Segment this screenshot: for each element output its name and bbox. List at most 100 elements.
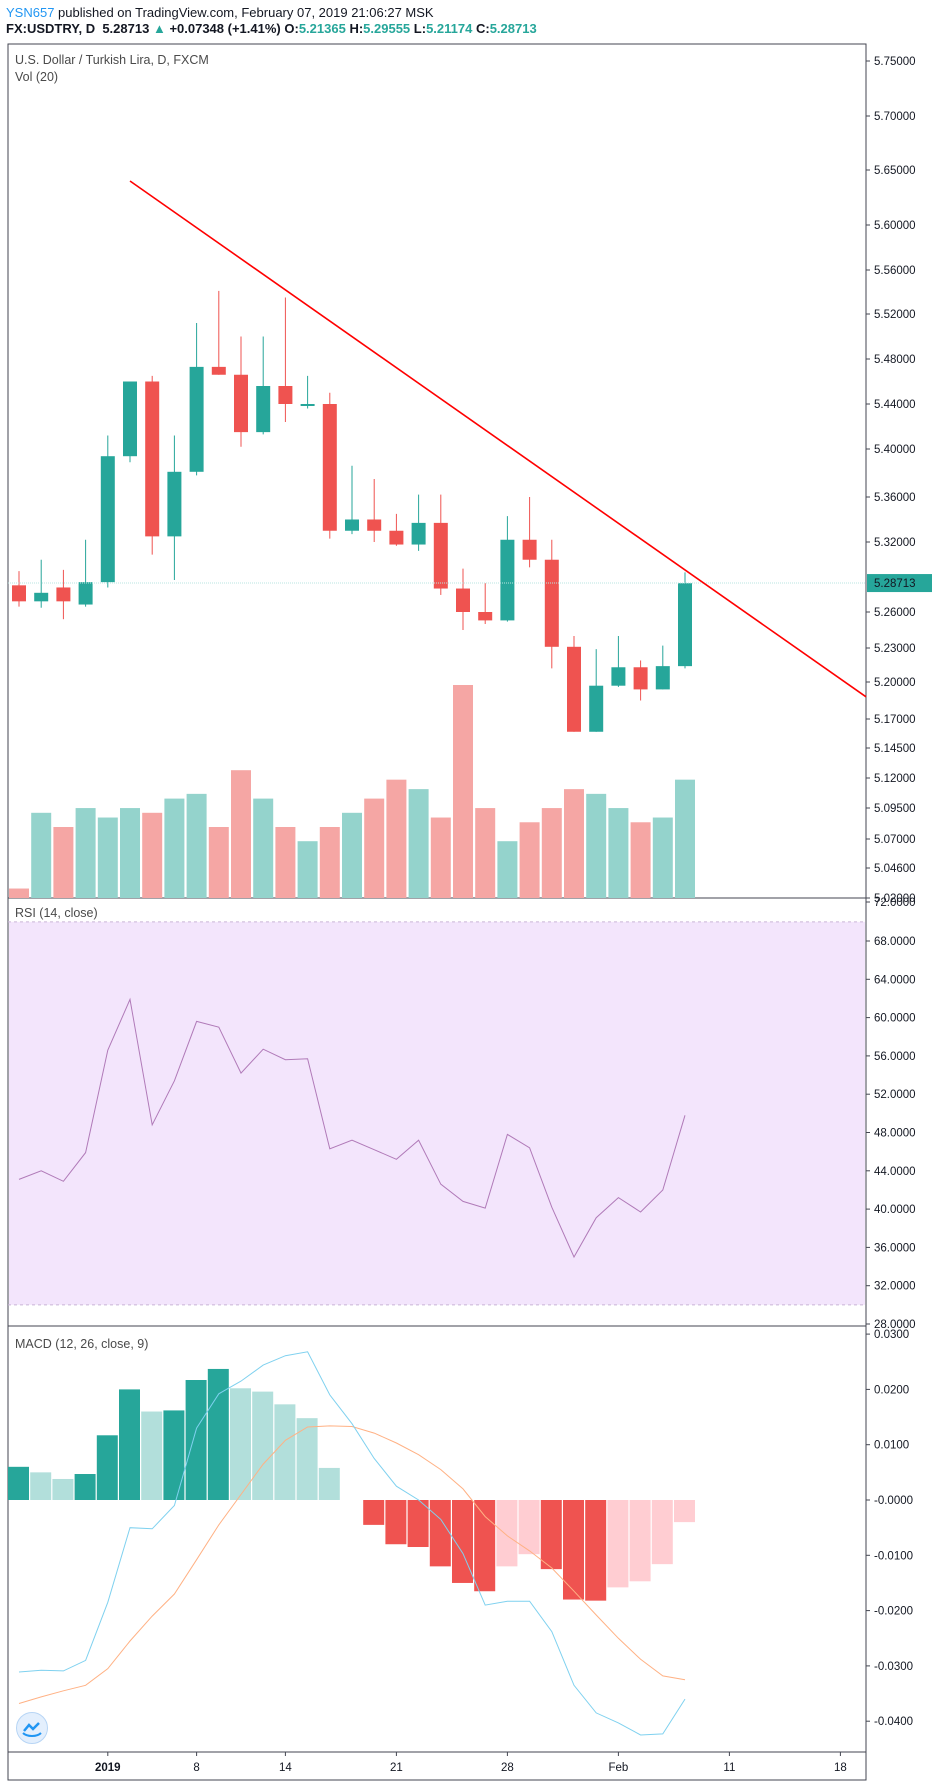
macd-tick-label: -0.0200 [874,1606,913,1618]
price-tick-label: 5.52000 [874,309,916,321]
volume-bar [475,808,496,898]
candle-body [322,404,337,531]
volume-bar [342,812,362,898]
volume-bar [208,827,229,898]
author-link[interactable]: YSN657 [6,5,55,20]
candle-body [211,366,226,375]
pane-title-volume: Vol (20) [15,70,58,84]
macd-histogram-bar [163,1410,185,1500]
price-tick-label: 5.56000 [874,265,916,277]
candle-body [12,585,26,602]
macd-tick-label: -0.0000 [874,1495,913,1507]
macd-histogram-bar [252,1391,274,1500]
candle-body [433,522,448,589]
macd-tick-label: -0.0100 [874,1550,913,1562]
open-value: 5.21365 [298,21,346,36]
price-tick-label: 5.70000 [874,111,916,123]
time-tick-label: Feb [608,1762,628,1774]
trendline [129,180,867,698]
pane-title-macd: MACD (12, 26, close, 9) [15,1337,148,1351]
publish-info: YSN657 published on TradingView.com, Feb… [6,5,434,20]
candle-body [655,666,670,690]
price-tick-label: 5.07000 [874,834,916,846]
volume-bar [275,827,296,898]
candle-body [345,519,359,531]
price-tick-label: 5.02000 [874,893,916,905]
volume-bar [497,841,518,898]
volume-bar [53,827,74,898]
volume-bar [675,779,695,898]
macd-histogram-bar [563,1500,584,1600]
macd-histogram-bar [141,1411,163,1500]
macd-histogram-bar [119,1389,140,1500]
price-tick-label: 5.60000 [874,220,916,232]
candle-body [56,587,71,602]
macd-histogram-bar [429,1500,451,1567]
open-label: O: [284,21,299,36]
price-tick-label: 5.40000 [874,444,916,456]
candle-body [589,685,604,732]
chart-header: YSN657 published on TradingView.com, Feb… [0,0,932,40]
rsi-tick-label: 64.0000 [874,974,916,986]
macd-histogram-bar [474,1500,496,1592]
price-tick-label: 5.04600 [874,863,916,875]
price-tick-label: 5.23000 [874,643,916,655]
volume-bar [564,789,584,898]
rsi-tick-label: 40.0000 [874,1204,916,1216]
volume-bar [120,808,140,898]
macd-histogram-bar [607,1500,629,1588]
price-tick-label: 5.75000 [874,56,916,68]
macd-line [18,1351,686,1736]
price-change: +0.07348 (+1.41%) [169,21,281,36]
macd-histogram-bar [296,1418,318,1500]
volume-bar [541,808,562,898]
pane-title-price: U.S. Dollar / Turkish Lira, D, FXCM [15,53,209,67]
last-price-tag [867,574,932,593]
volume-bar [142,812,163,898]
macd-histogram-bar [629,1500,651,1582]
rsi-tick-label: 32.0000 [874,1281,916,1293]
chart-frame [7,43,867,1781]
macd-histogram-bar [363,1500,385,1525]
time-tick-label: 14 [279,1762,292,1774]
candle-body [234,374,248,433]
candle-body [100,456,115,583]
volume-bar [453,685,473,898]
volume-bar [75,808,96,898]
time-tick-label: 18 [834,1762,847,1774]
candle-body [633,667,648,690]
candle-body [367,519,382,531]
price-tick-label: 5.36000 [874,492,916,504]
candle-body [478,612,493,621]
macd-histogram-bar [407,1500,429,1548]
tradingview-logo-icon[interactable] [16,1712,48,1744]
last-price-label: 5.28713 [874,578,916,590]
price-tick-label: 5.20000 [874,677,916,689]
time-tick-label: 21 [390,1762,403,1774]
price-tick-label: 5.12000 [874,773,916,785]
macd-histogram-bar [96,1435,118,1500]
low-value: 5.21174 [426,21,473,36]
volume-bar [253,798,274,898]
rsi-tick-label: 56.0000 [874,1051,916,1063]
volume-bar [408,789,429,898]
price-tick-label: 5.48000 [874,354,916,366]
price-tick-label: 5.32000 [874,537,916,549]
volume-bar [297,841,318,898]
macd-tick-label: 0.0200 [874,1384,909,1396]
volume-bar [608,808,629,898]
macd-histogram-bar [30,1472,52,1500]
candle-body [189,366,204,472]
time-tick-label: 8 [193,1762,199,1774]
up-arrow-icon: ▲ [152,21,166,36]
volume-bar [164,798,185,898]
price-tick-label: 5.17000 [874,714,916,726]
volume-bar [630,822,651,898]
candle-body [544,559,559,647]
candle-body [145,381,160,537]
candle-body [522,539,537,560]
close-label: C: [475,21,490,36]
price-tick-label: 5.14500 [874,743,916,755]
candle-body [167,471,182,537]
